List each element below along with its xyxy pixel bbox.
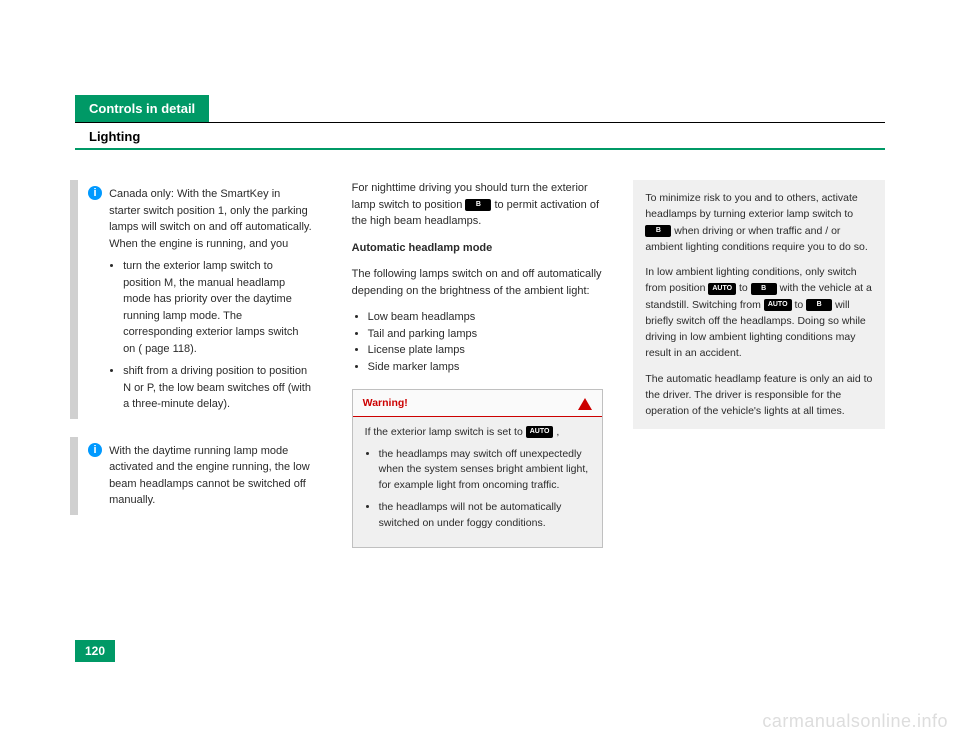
para-auto-lamps: The following lamps switch on and off au…	[352, 266, 604, 299]
header-rule-black	[75, 122, 885, 123]
info1-lead: Canada only: With the SmartKey in starte…	[109, 188, 312, 250]
info-box-1: i Canada only: With the SmartKey in star…	[70, 180, 322, 419]
para-night-driving: For nighttime driving you should turn th…	[352, 180, 604, 230]
info-text-1: Canada only: With the SmartKey in starte…	[109, 186, 313, 413]
lamp-li1: Low beam headlamps	[368, 309, 604, 326]
warn-li1: the headlamps may switch off unexpectedl…	[379, 447, 591, 494]
g2m1: to	[739, 282, 751, 294]
section-tab: Controls in detail	[75, 95, 209, 122]
warning-title: Warning!	[363, 396, 408, 412]
wlead-a: If the exterior lamp switch is set to	[365, 426, 526, 438]
lamp-li4: Side marker lamps	[368, 359, 604, 376]
g1b: when driving or when traffic and / or am…	[645, 225, 867, 253]
heading-auto-headlamp: Automatic headlamp mode	[352, 240, 604, 257]
column-2: For nighttime driving you should turn th…	[352, 180, 604, 548]
watermark-text: carmanualsonline.info	[762, 711, 948, 732]
info-icon: i	[88, 186, 102, 200]
auto-position-icon: AUTO	[526, 426, 554, 438]
headlamp-position-icon: B	[806, 299, 832, 311]
info-text-2: With the daytime running lamp mode activ…	[109, 443, 313, 509]
headlamp-position-icon: B	[465, 199, 491, 211]
header-rule-green	[75, 148, 885, 150]
column-1: i Canada only: With the SmartKey in star…	[70, 180, 322, 548]
warning-triangle-icon	[578, 398, 592, 410]
headlamp-position-icon: B	[645, 225, 671, 237]
lamp-list: Low beam headlamps Tail and parking lamp…	[352, 309, 604, 375]
heading-bold: Automatic headlamp mode	[352, 242, 493, 254]
headlamp-position-icon: B	[751, 283, 777, 295]
warning-body: If the exterior lamp switch is set to AU…	[353, 417, 603, 548]
warning-box: Warning! If the exterior lamp switch is …	[352, 389, 604, 548]
page-header: Controls in detail Lighting	[75, 95, 885, 165]
g1a: To minimize risk to you and to others, a…	[645, 192, 857, 220]
wlead-b: ,	[556, 426, 559, 438]
grey-p3: The automatic headlamp feature is only a…	[645, 371, 873, 420]
g2m3: to	[794, 299, 806, 311]
info-icon: i	[88, 443, 102, 457]
warning-header: Warning!	[353, 390, 603, 417]
grey-p2: In low ambient lighting conditions, only…	[645, 264, 873, 362]
auto-position-icon: AUTO	[764, 299, 792, 311]
info1-li2: shift from a driving position to positio…	[123, 363, 313, 413]
content-columns: i Canada only: With the SmartKey in star…	[70, 180, 885, 548]
warn-li2: the headlamps will not be automatically …	[379, 500, 591, 532]
warning-lead: If the exterior lamp switch is set to AU…	[365, 425, 591, 441]
auto-position-icon: AUTO	[708, 283, 736, 295]
page-number: 120	[75, 640, 115, 662]
column-3: To minimize risk to you and to others, a…	[633, 180, 885, 548]
grey-p1: To minimize risk to you and to others, a…	[645, 190, 873, 255]
lamp-li3: License plate lamps	[368, 342, 604, 359]
section-subtitle: Lighting	[75, 129, 885, 144]
lamp-li2: Tail and parking lamps	[368, 326, 604, 343]
info1-li1: turn the exterior lamp switch to positio…	[123, 258, 313, 357]
grey-info-box: To minimize risk to you and to others, a…	[633, 180, 885, 429]
info-box-2: i With the daytime running lamp mode act…	[70, 437, 322, 515]
